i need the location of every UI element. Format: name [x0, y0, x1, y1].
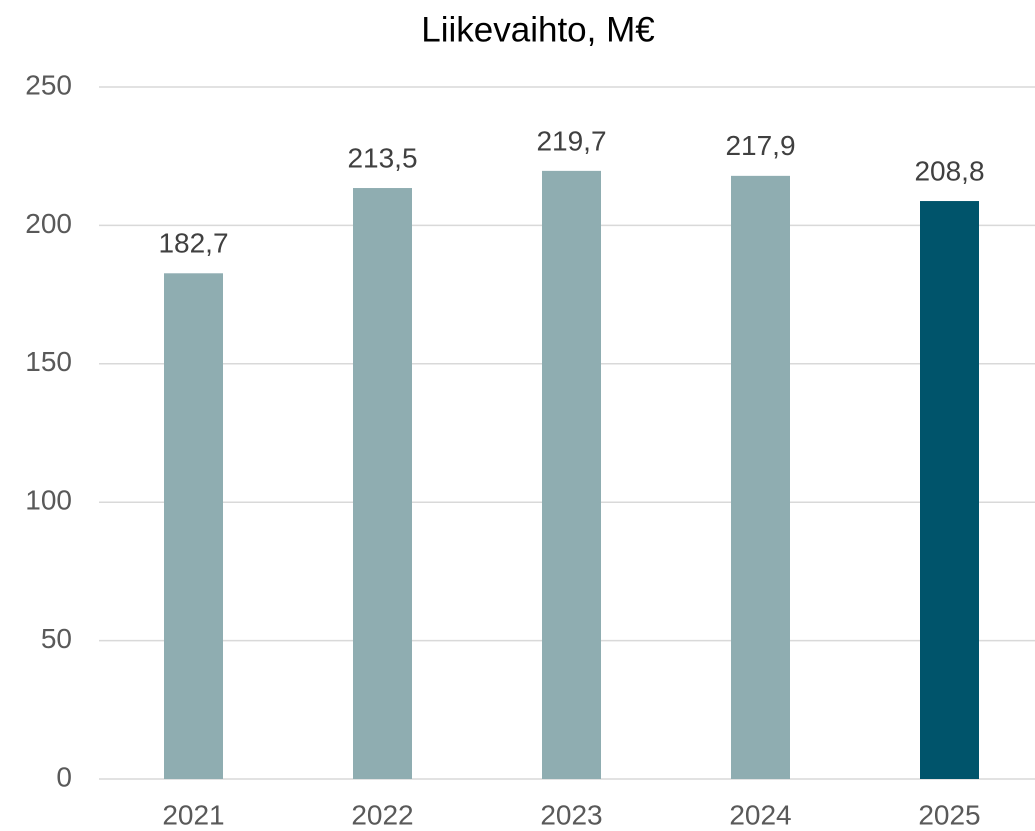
bar — [731, 175, 790, 780]
data-label: 219,7 — [536, 125, 606, 156]
data-label: 208,8 — [914, 155, 984, 186]
data-label: 217,9 — [725, 130, 795, 161]
y-tick-label: 150 — [25, 346, 72, 377]
bar — [542, 170, 601, 779]
y-tick-label: 50 — [41, 623, 72, 654]
y-tick-label: 0 — [56, 761, 72, 792]
chart-title: Liikevaihto, M€ — [421, 10, 654, 49]
x-tick-label: 2024 — [729, 799, 791, 830]
bar — [164, 273, 223, 779]
y-tick-label: 250 — [25, 69, 72, 100]
data-label: 213,5 — [347, 142, 417, 173]
x-tick-label: 2022 — [351, 799, 413, 830]
bar — [353, 188, 412, 780]
y-tick-label: 100 — [25, 485, 72, 516]
bar — [920, 201, 979, 779]
x-tick-label: 2023 — [540, 799, 602, 830]
y-tick-label: 200 — [25, 208, 72, 239]
x-tick-label: 2021 — [162, 799, 224, 830]
data-label: 182,7 — [158, 228, 228, 259]
x-tick-label: 2025 — [918, 799, 980, 830]
